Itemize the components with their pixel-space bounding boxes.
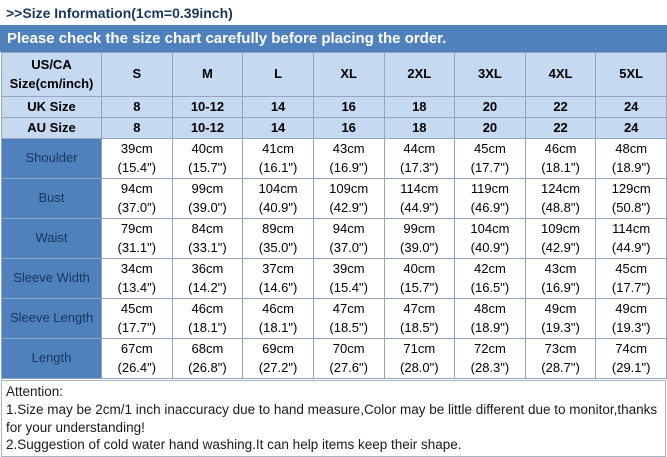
- header-cell-4xl: 4XL: [524, 52, 597, 97]
- shoulder-value: 46cm (18.1"): [524, 138, 597, 179]
- sleeve-length-row: Sleeve Length 45cm (17.7") 46cm (18.1") …: [1, 298, 667, 339]
- length-row: Length 67cm (26.4") 68cm (26.8") 69cm (2…: [1, 338, 667, 379]
- bust-value: 94cm (37.0"): [101, 178, 173, 219]
- bust-value: 109cm (42.9"): [312, 178, 385, 219]
- sleeve-width-value: 34cm (13.4"): [101, 258, 173, 299]
- sleeve-width-value: 39cm (15.4"): [312, 258, 385, 299]
- header-cell-3xl: 3XL: [454, 52, 526, 97]
- page-title: >>Size Information(1cm=0.39inch): [6, 5, 233, 21]
- sleeve-length-value: 46cm (18.1"): [171, 298, 244, 339]
- uk-size-value: 22: [524, 96, 597, 118]
- uk-size-value: 24: [595, 96, 667, 118]
- au-size-value: 14: [242, 117, 314, 139]
- header-cell-xl: XL: [312, 52, 385, 97]
- au-size-value: 16: [312, 117, 385, 139]
- sleeve-length-label: Sleeve Length: [1, 298, 102, 339]
- waist-value: 99cm (39.0"): [383, 218, 456, 259]
- sleeve-length-value: 45cm (17.7"): [101, 298, 173, 339]
- au-size-value: 20: [454, 117, 526, 139]
- uk-size-value: 18: [383, 96, 456, 118]
- size-chart-banner: Please check the size chart carefully be…: [0, 25, 667, 52]
- bust-row: Bust 94cm (37.0") 99cm (39.0") 104cm (40…: [1, 178, 667, 219]
- shoulder-value: 39cm (15.4"): [101, 138, 173, 179]
- attention-heading: Attention:: [6, 384, 64, 399]
- shoulder-value: 40cm (15.7"): [171, 138, 244, 179]
- waist-row: Waist 79cm (31.1") 84cm (33.1") 89cm (35…: [1, 218, 667, 259]
- sleeve-length-value: 49cm (19.3"): [524, 298, 597, 339]
- au-size-value: 8: [101, 117, 173, 139]
- bust-value: 104cm (40.9"): [242, 178, 314, 219]
- waist-value: 109cm (42.9"): [524, 218, 597, 259]
- shoulder-value: 45cm (17.7"): [454, 138, 526, 179]
- bust-value: 129cm (50.8"): [595, 178, 667, 219]
- shoulder-value: 41cm (16.1"): [242, 138, 314, 179]
- length-value: 71cm (28.0"): [383, 338, 456, 379]
- uk-size-label: UK Size: [1, 96, 102, 118]
- size-chart-table: US/CA Size(cm/inch) S M L XL 2XL 3XL 4XL…: [1, 52, 667, 379]
- shoulder-row: Shoulder 39cm (15.4") 40cm (15.7") 41cm …: [1, 138, 667, 179]
- table-header-row: US/CA Size(cm/inch) S M L XL 2XL 3XL 4XL…: [1, 52, 667, 97]
- sleeve-width-row: Sleeve Width 34cm (13.4") 36cm (14.2") 3…: [1, 258, 667, 299]
- uk-size-value: 8: [101, 96, 173, 118]
- waist-value: 94cm (37.0"): [312, 218, 385, 259]
- length-value: 73cm (28.7"): [524, 338, 597, 379]
- waist-value: 114cm (44.9"): [595, 218, 667, 259]
- sleeve-length-value: 49cm (19.3"): [595, 298, 667, 339]
- sleeve-width-value: 40cm (15.7"): [383, 258, 456, 299]
- au-size-value: 10-12: [171, 117, 244, 139]
- length-value: 74cm (29.1"): [595, 338, 667, 379]
- header-cell-l: L: [242, 52, 314, 97]
- bust-value: 119cm (46.9"): [454, 178, 526, 219]
- bust-value: 114cm (44.9"): [383, 178, 456, 219]
- shoulder-value: 44cm (17.3"): [383, 138, 456, 179]
- waist-value: 104cm (40.9"): [454, 218, 526, 259]
- sleeve-length-value: 47cm (18.5"): [312, 298, 385, 339]
- bust-value: 99cm (39.0"): [171, 178, 244, 219]
- attention-note-2: 2.Suggestion of cold water hand washing.…: [6, 437, 462, 453]
- length-label: Length: [1, 338, 102, 379]
- header-cell-s: S: [101, 52, 173, 97]
- length-value: 67cm (26.4"): [101, 338, 173, 379]
- sleeve-width-value: 36cm (14.2"): [171, 258, 244, 299]
- sleeve-width-value: 43cm (16.9"): [524, 258, 597, 299]
- uk-size-value: 10-12: [171, 96, 244, 118]
- attention-note-1: 1.Size may be 2cm/1 inch inaccuracy due …: [6, 401, 658, 435]
- waist-value: 79cm (31.1"): [101, 218, 173, 259]
- uk-size-value: 14: [242, 96, 314, 118]
- shoulder-label: Shoulder: [1, 138, 102, 179]
- uk-size-value: 16: [312, 96, 385, 118]
- uk-size-row: UK Size 8 10-12 14 16 18 20 22 24: [1, 96, 667, 118]
- length-value: 72cm (28.3"): [454, 338, 526, 379]
- au-size-label: AU Size: [1, 117, 102, 139]
- waist-value: 84cm (33.1"): [171, 218, 244, 259]
- waist-label: Waist: [1, 218, 102, 259]
- attention-notes: Attention: 1.Size may be 2cm/1 inch inac…: [1, 380, 666, 457]
- sleeve-length-value: 48cm (18.9"): [454, 298, 526, 339]
- sleeve-width-value: 45cm (17.7"): [595, 258, 667, 299]
- sleeve-length-value: 47cm (18.5"): [383, 298, 456, 339]
- sleeve-width-label: Sleeve Width: [1, 258, 102, 299]
- waist-value: 89cm (35.0"): [242, 218, 314, 259]
- bust-value: 124cm (48.8"): [524, 178, 597, 219]
- au-size-value: 22: [524, 117, 597, 139]
- au-size-value: 24: [595, 117, 667, 139]
- au-size-value: 18: [383, 117, 456, 139]
- header-cell-us-ca: US/CA Size(cm/inch): [1, 52, 102, 97]
- sleeve-width-value: 42cm (16.5"): [454, 258, 526, 299]
- length-value: 70cm (27.6"): [312, 338, 385, 379]
- au-size-row: AU Size 8 10-12 14 16 18 20 22 24: [1, 117, 667, 139]
- sleeve-length-value: 46cm (18.1"): [242, 298, 314, 339]
- header-cell-m: M: [171, 52, 244, 97]
- shoulder-value: 48cm (18.9"): [595, 138, 667, 179]
- header-cell-5xl: 5XL: [595, 52, 667, 97]
- uk-size-value: 20: [454, 96, 526, 118]
- bust-label: Bust: [1, 178, 102, 219]
- header-cell-2xl: 2XL: [383, 52, 456, 97]
- sleeve-width-value: 37cm (14.6"): [242, 258, 314, 299]
- shoulder-value: 43cm (16.9"): [312, 138, 385, 179]
- length-value: 69cm (27.2"): [242, 338, 314, 379]
- length-value: 68cm (26.8"): [171, 338, 244, 379]
